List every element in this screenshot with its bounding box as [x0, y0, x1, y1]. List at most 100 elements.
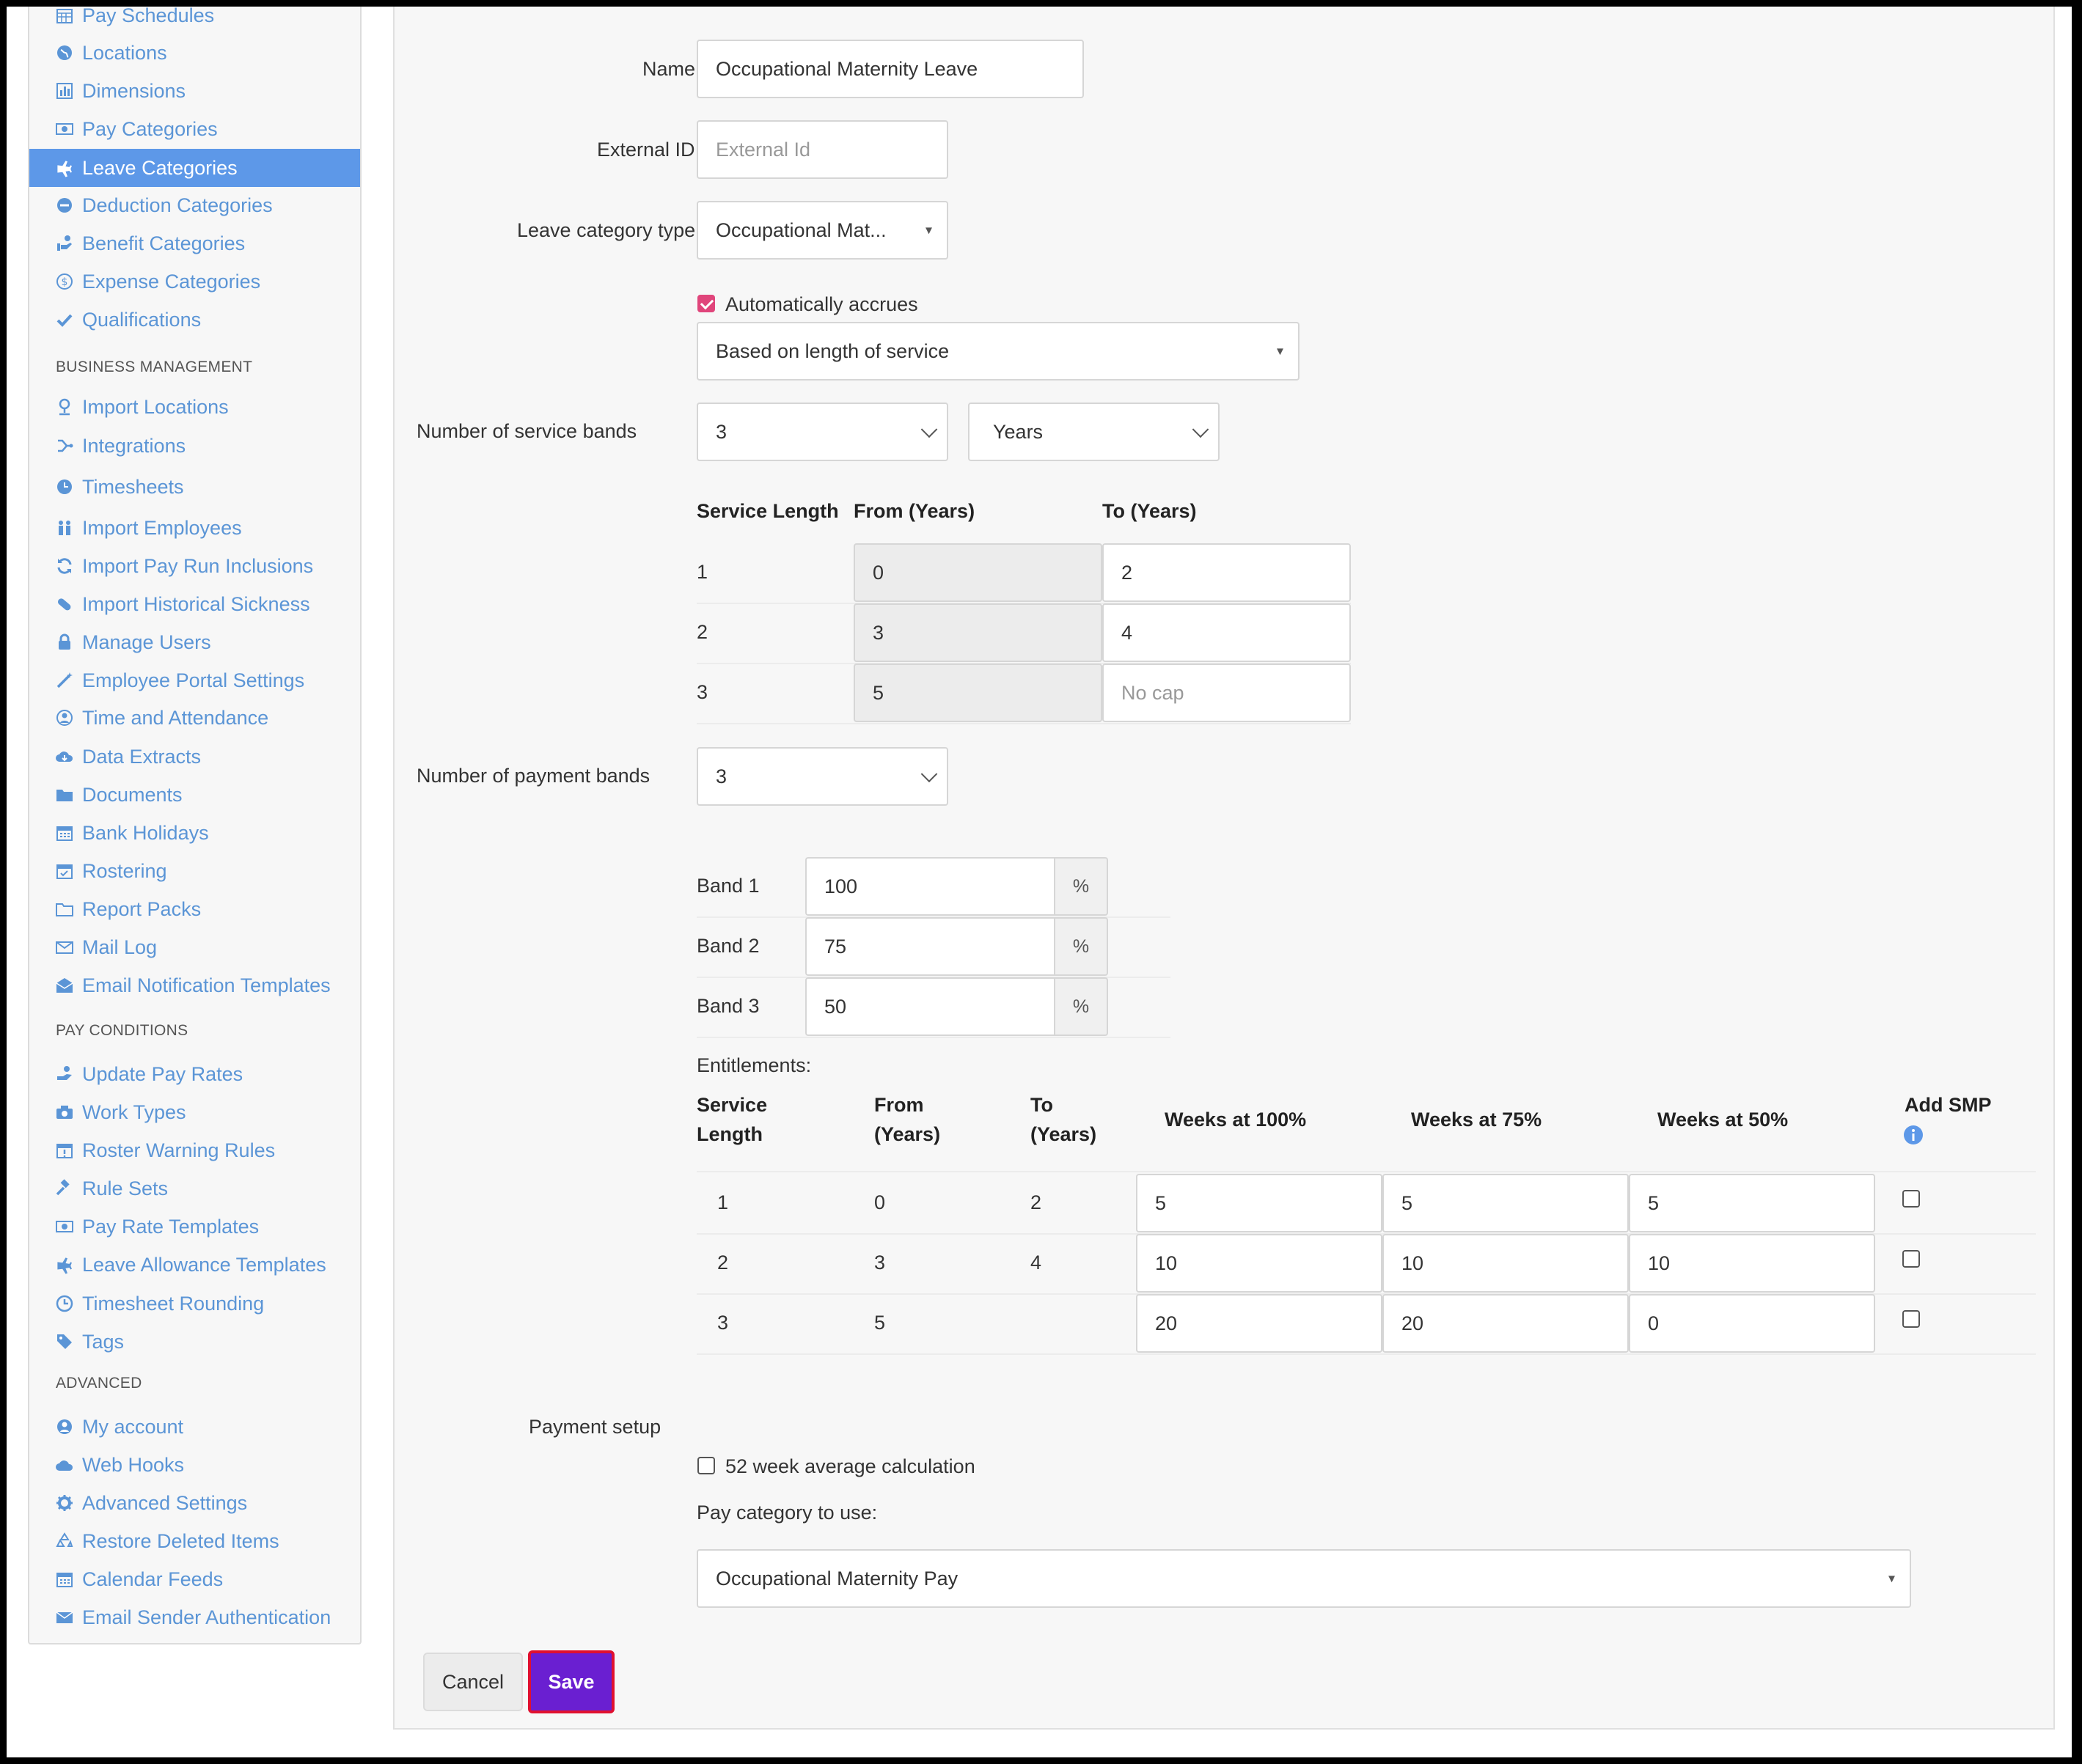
sidebar-item-data-extracts[interactable]: Data Extracts: [29, 738, 360, 776]
sidebar-item-label: Benefit Categories: [82, 232, 246, 254]
payment-setup-label: Payment setup: [529, 1416, 661, 1438]
sidebar-item-leave-allowance-templates[interactable]: Leave Allowance Templates: [29, 1246, 360, 1284]
integrations-icon: [54, 436, 75, 456]
info-icon[interactable]: [1903, 1125, 1924, 1145]
accrual-basis-select[interactable]: Based on length of service ▾: [697, 322, 1300, 381]
service-to-input[interactable]: 2: [1102, 543, 1351, 602]
service-row-number: 2: [697, 621, 708, 643]
service-row-number: 1: [697, 561, 708, 583]
service-to-input[interactable]: 4: [1102, 603, 1351, 662]
sidebar-item-documents[interactable]: Documents: [29, 776, 360, 814]
sidebar-item-timesheets[interactable]: Timesheets: [29, 468, 360, 506]
sidebar-item-restore-deleted-items[interactable]: Restore Deleted Items: [29, 1522, 360, 1560]
sidebar-item-time-and-attendance[interactable]: Time and Attendance: [29, 699, 360, 737]
pay-category-select[interactable]: Occupational Maternity Pay ▾: [697, 1549, 1911, 1608]
sidebar-item-pay-rate-templates[interactable]: Pay Rate Templates: [29, 1208, 360, 1246]
service-to-input[interactable]: No cap: [1102, 664, 1351, 722]
sidebar-item-tags[interactable]: Tags: [29, 1323, 360, 1361]
sidebar-item-manage-users[interactable]: Manage Users: [29, 623, 360, 661]
sidebar-item-label: Email Notification Templates: [82, 974, 331, 996]
sidebar-item-email-sender-authentication[interactable]: Email Sender Authentication: [29, 1598, 360, 1636]
calendar-icon: [54, 823, 75, 843]
sidebar-item-expense-categories[interactable]: $ Expense Categories: [29, 262, 360, 301]
ent-weeks-at-50-input[interactable]: 0: [1629, 1294, 1875, 1353]
ent-weeks-at-50-input[interactable]: 5: [1629, 1174, 1875, 1232]
pay-category-value: Occupational Maternity Pay: [716, 1567, 958, 1590]
sidebar-item-bank-holidays[interactable]: Bank Holidays: [29, 814, 360, 852]
sidebar-item-timesheet-rounding[interactable]: Timesheet Rounding: [29, 1285, 360, 1323]
add-smp-checkbox[interactable]: [1902, 1190, 1920, 1208]
sidebar-item-benefit-categories[interactable]: Benefit Categories: [29, 224, 360, 262]
ent-from-value: 0: [874, 1191, 886, 1213]
sidebar-item-label: Pay Categories: [82, 117, 218, 140]
tag-icon: [54, 1331, 75, 1352]
sidebar-item-integrations[interactable]: Integrations: [29, 427, 360, 465]
sidebar-item-roster-warning-rules[interactable]: Roster Warning Rules: [29, 1131, 360, 1169]
sidebar-item-web-hooks[interactable]: Web Hooks: [29, 1446, 360, 1484]
add-smp-checkbox[interactable]: [1902, 1310, 1920, 1328]
ent-from-header-1: From: [874, 1094, 924, 1116]
sidebar-item-mail-log[interactable]: Mail Log: [29, 928, 360, 966]
sidebar-item-advanced-settings[interactable]: Advanced Settings: [29, 1484, 360, 1522]
sidebar-item-dimensions[interactable]: Dimensions: [29, 72, 360, 110]
sidebar-item-locations[interactable]: Locations: [29, 34, 360, 72]
ent-weeks-at-100-input[interactable]: 5: [1136, 1174, 1382, 1232]
ent-weeks-at-75-input[interactable]: 20: [1382, 1294, 1629, 1353]
ent-weeks-at-75-input[interactable]: 5: [1382, 1174, 1629, 1232]
cancel-button[interactable]: Cancel: [423, 1653, 523, 1711]
sidebar-item-pay-categories[interactable]: Pay Categories: [29, 110, 360, 148]
service-from-field: 3: [854, 603, 1102, 662]
sidebar-item-work-types[interactable]: Work Types: [29, 1093, 360, 1131]
sidebar-item-deduction-categories[interactable]: Deduction Categories: [29, 186, 360, 224]
ent-weeks-50-header: Weeks at 50%: [1657, 1109, 1789, 1131]
money-icon: [54, 119, 75, 139]
sidebar-item-rostering[interactable]: Rostering: [29, 852, 360, 890]
sidebar-item-import-historical-sickness[interactable]: Import Historical Sickness: [29, 585, 360, 623]
service-bands-select[interactable]: 3: [697, 403, 948, 461]
sidebar-item-qualifications[interactable]: Qualifications: [29, 301, 360, 339]
add-smp-checkbox[interactable]: [1902, 1250, 1920, 1268]
sidebar-item-import-employees[interactable]: Import Employees: [29, 509, 360, 547]
band-percent-input[interactable]: 75: [805, 917, 1055, 976]
service-unit-select[interactable]: Years: [968, 403, 1220, 461]
payment-bands-select[interactable]: 3: [697, 747, 948, 806]
sidebar-item-email-notification-templates[interactable]: Email Notification Templates: [29, 966, 360, 1004]
sidebar-item-leave-categories[interactable]: Leave Categories: [29, 149, 360, 187]
caret-down-icon: ▾: [925, 222, 932, 238]
ent-weeks-at-100-input[interactable]: 10: [1136, 1234, 1382, 1293]
external-id-input[interactable]: External Id: [697, 120, 948, 179]
sidebar-item-import-pay-run-inclusions[interactable]: Import Pay Run Inclusions: [29, 547, 360, 585]
dollar-circle-icon: $: [54, 271, 75, 292]
ent-add-smp-header: Add SMP: [1905, 1094, 1992, 1116]
sidebar-item-label: Locations: [82, 41, 167, 64]
sidebar-item-employee-portal-settings[interactable]: Employee Portal Settings: [29, 661, 360, 699]
sidebar-item-rule-sets[interactable]: Rule Sets: [29, 1169, 360, 1208]
ent-to-value: 4: [1030, 1252, 1042, 1274]
ent-weeks-75-header: Weeks at 75%: [1411, 1109, 1542, 1131]
ent-weeks-at-100-input[interactable]: 20: [1136, 1294, 1382, 1353]
auto-accrues-checkbox[interactable]: [697, 295, 715, 312]
save-button[interactable]: Save: [528, 1650, 615, 1713]
ent-weeks-at-50-input[interactable]: 10: [1629, 1234, 1875, 1293]
name-input[interactable]: Occupational Maternity Leave: [697, 40, 1084, 98]
gear-icon: [54, 1493, 75, 1513]
pay-category-label: Pay category to use:: [697, 1502, 878, 1524]
sidebar-item-calendar-feeds[interactable]: Calendar Feeds: [29, 1560, 360, 1598]
sidebar-item-my-account[interactable]: My account: [29, 1408, 360, 1446]
sidebar-item-report-packs[interactable]: Report Packs: [29, 890, 360, 928]
band-percent-input[interactable]: 50: [805, 977, 1055, 1036]
sidebar-item-label: Qualifications: [82, 308, 202, 331]
ent-to-header-1: To: [1030, 1094, 1053, 1116]
sidebar-item-pay-schedules[interactable]: Pay Schedules: [29, 7, 360, 34]
avg-calc-label: 52 week average calculation: [725, 1455, 975, 1477]
sidebar-item-label: Documents: [82, 783, 183, 806]
avg-calc-checkbox[interactable]: [697, 1457, 715, 1474]
sidebar-item-update-pay-rates[interactable]: Update Pay Rates: [29, 1055, 360, 1093]
sidebar-item-label: Restore Deleted Items: [82, 1529, 279, 1552]
sidebar-item-import-locations[interactable]: Import Locations: [29, 388, 360, 426]
sidebar-item-label: Timesheets: [82, 475, 184, 498]
band-percent-input[interactable]: 100: [805, 857, 1055, 916]
leave-type-select[interactable]: Occupational Mat... ▾: [697, 201, 948, 260]
ent-weeks-at-75-input[interactable]: 10: [1382, 1234, 1629, 1293]
to-years-header: To (Years): [1102, 500, 1197, 522]
